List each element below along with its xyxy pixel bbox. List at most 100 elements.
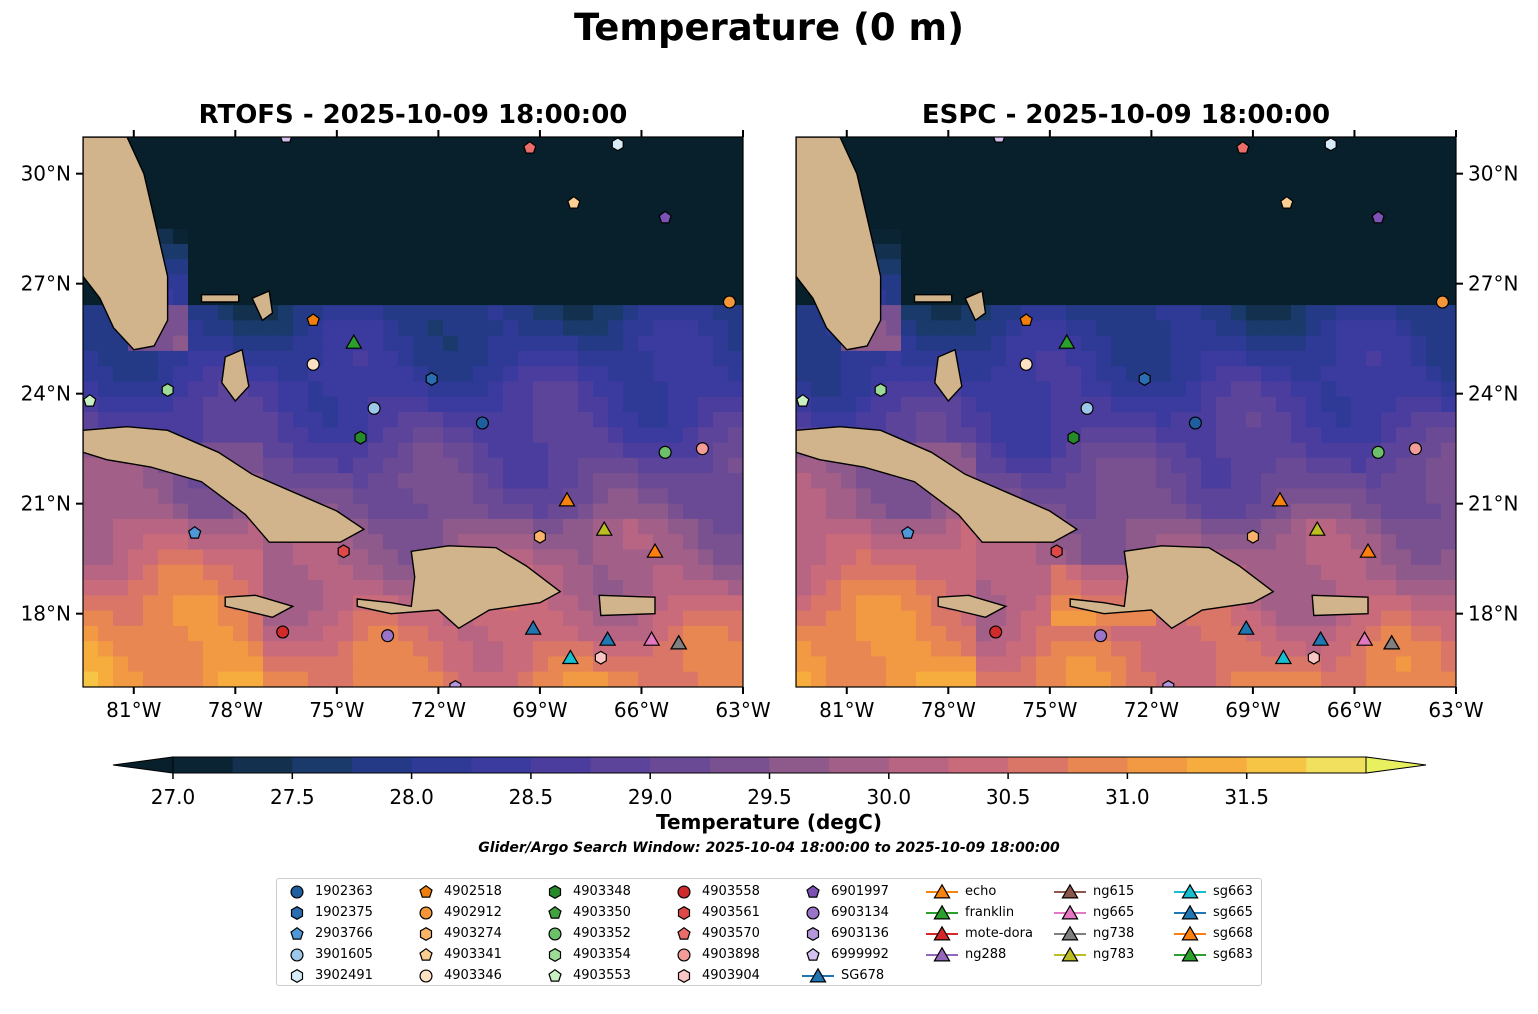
legend-item: ng665 — [1053, 902, 1134, 923]
lat-tick-label: 30°N — [1468, 162, 1518, 186]
legend-item: ng783 — [1053, 944, 1134, 965]
legend-symbol — [290, 905, 304, 920]
legend-marker-circle-icon — [290, 947, 304, 962]
marker-sg668 — [1359, 542, 1377, 558]
land-andros — [221, 348, 250, 403]
legend-symbol — [933, 946, 951, 961]
marker-ng665 — [642, 630, 661, 646]
marker-ng738 — [670, 634, 688, 650]
legend-marker-triangle-icon — [1174, 904, 1206, 919]
colorbar-segment — [1127, 757, 1188, 773]
legend-marker-hexagon-icon — [677, 968, 691, 983]
legend-label: 4903348 — [573, 884, 631, 899]
legend-item: 6903134 — [801, 902, 889, 923]
marker-6999992 — [280, 137, 293, 143]
legend-label: sg683 — [1213, 947, 1253, 962]
legend-marker-hexagon-icon — [548, 947, 562, 962]
legend-symbol — [806, 884, 820, 898]
marker-4903348 — [354, 430, 367, 445]
legend-item: 4903350 — [543, 902, 631, 923]
legend-symbol — [1181, 925, 1199, 940]
marker-4903561 — [337, 544, 350, 559]
legend-label: 3901605 — [315, 947, 373, 962]
legend-column: ng615 ng665 ng738 ng783 — [1053, 881, 1134, 965]
legend-marker-hexagon-icon — [677, 905, 691, 920]
legend-label: 4902912 — [444, 905, 502, 920]
colorbar-segment — [173, 757, 234, 773]
marker-6999992 — [993, 137, 1006, 143]
marker-4903348 — [1067, 430, 1080, 445]
land-hispaniola — [356, 545, 562, 630]
legend-item: 6903136 — [801, 923, 889, 944]
legend-symbol — [290, 884, 304, 899]
legend-item: franklin — [925, 902, 1033, 923]
legend-marker-pentagon-icon — [419, 884, 433, 898]
colorbar-segment — [1306, 757, 1367, 773]
legend-label: 4903570 — [702, 926, 760, 941]
map-panel-espc: 81°W 78°W 75°W 72°W 69°W 66°W 63°W 30°N 27°N 24°N… — [795, 130, 1518, 722]
legend-column: echo franklin mote-dora ng288 — [925, 881, 1033, 965]
panel-title-rtofs: RTOFS - 2025-10-09 18:00:00 — [198, 100, 628, 130]
legend-label: echo — [965, 884, 997, 899]
legend-label: ng615 — [1093, 884, 1135, 899]
legend-label: 6903136 — [831, 926, 889, 941]
land-abaco — [251, 289, 274, 322]
marker-4903352 — [1371, 445, 1385, 459]
marker-4903558 — [276, 625, 290, 639]
marker-4903553 — [796, 393, 810, 407]
marker-4903274 — [533, 529, 547, 544]
colorbar-segment — [411, 757, 472, 773]
legend-item: ng615 — [1053, 881, 1134, 902]
marker-6901997 — [658, 210, 672, 224]
legend-item: 1902363 — [285, 881, 373, 902]
legend-label: 4903354 — [573, 947, 631, 962]
legend-symbol — [933, 925, 951, 940]
legend-marker-triangle-icon — [926, 925, 958, 940]
legend-item: 1902375 — [285, 902, 373, 923]
marker-4902912 — [1435, 295, 1450, 309]
legend-marker-triangle-icon — [1054, 946, 1086, 961]
legend-item: 4903898 — [672, 944, 760, 965]
legend-marker-circle-icon — [548, 926, 562, 941]
land-puertorico — [598, 594, 656, 617]
colorbar-segment — [769, 757, 830, 773]
legend-label: 3902491 — [315, 968, 373, 983]
legend-label: 6999992 — [831, 947, 889, 962]
marker-ng665 — [1355, 630, 1374, 646]
marker-3901605 — [1080, 401, 1094, 415]
legend-label: 2903766 — [315, 926, 373, 941]
land-andros — [934, 348, 963, 403]
marker-6903136 — [449, 680, 462, 687]
legend-symbol — [419, 947, 433, 961]
lat-tick-label: 27°N — [21, 272, 71, 296]
marker-3901605 — [367, 401, 381, 415]
legend-symbol — [548, 926, 562, 941]
marker-1902363 — [1188, 416, 1202, 430]
colorbar-tick-label: 28.0 — [389, 785, 434, 809]
marker-sg668 — [646, 542, 664, 558]
legend-symbol — [806, 905, 820, 920]
marker-1902363 — [475, 416, 489, 430]
lon-tick-label: 78°W — [208, 698, 263, 722]
colorbar-segment — [1067, 757, 1128, 773]
lat-tick-label: 24°N — [1468, 382, 1518, 406]
land-cuba — [83, 425, 366, 543]
marker-echo — [558, 491, 576, 507]
legend-marker-triangle-icon — [1174, 925, 1206, 940]
land-florida — [796, 137, 882, 351]
land-hispaniola — [1069, 545, 1275, 630]
legend-label: 4903341 — [444, 947, 502, 962]
platform-legend: 1902363 1902375 2903766 3901605 3902491 49025… — [276, 878, 1262, 986]
legend-label: 6901997 — [831, 884, 889, 899]
legend-item: 2903766 — [285, 923, 373, 944]
legend-item: 4903274 — [414, 923, 502, 944]
legend-marker-circle-icon — [419, 905, 433, 920]
legend-marker-pentagon-icon — [290, 926, 304, 940]
colorbar-tick-label: 30.5 — [986, 785, 1031, 809]
map-panel-rtofs: 81°W 78°W 75°W 72°W 69°W 66°W 63°W 30°N 27°N 24°N… — [21, 130, 771, 722]
legend-marker-circle-icon — [290, 884, 304, 899]
marker-4903553 — [83, 393, 97, 407]
marker-4902518 — [1019, 313, 1033, 326]
legend-item: 4902912 — [414, 902, 502, 923]
legend-marker-hexagon-icon — [806, 926, 820, 941]
